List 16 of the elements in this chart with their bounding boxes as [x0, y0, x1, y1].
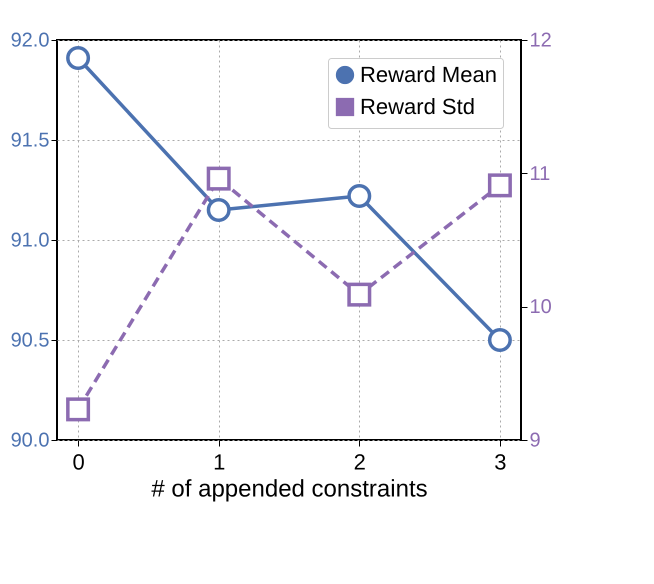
x-tick-label: 0 [72, 450, 85, 474]
y2-tick-label: 10 [530, 296, 552, 318]
y2-tick-label: 9 [530, 430, 541, 452]
legend-label: Reward Std [360, 94, 475, 119]
y-tick-label: 91.0 [10, 230, 50, 252]
y2-tick-label: 11 [530, 162, 550, 185]
x-tick-label: 3 [494, 450, 507, 474]
y-tick-label: 90.5 [10, 330, 50, 352]
x-tick-label: 1 [213, 450, 226, 474]
x-tick-label: 2 [354, 450, 366, 474]
y-tick-label: 92.0 [10, 30, 50, 52]
y-tick-label: 91.5 [10, 130, 50, 152]
y2-tick-label: 12 [530, 30, 552, 52]
y-tick-label: 90.0 [10, 430, 50, 452]
x-axis-title: # of appended constraints [151, 476, 428, 502]
legend-label: Reward Mean [360, 62, 497, 87]
